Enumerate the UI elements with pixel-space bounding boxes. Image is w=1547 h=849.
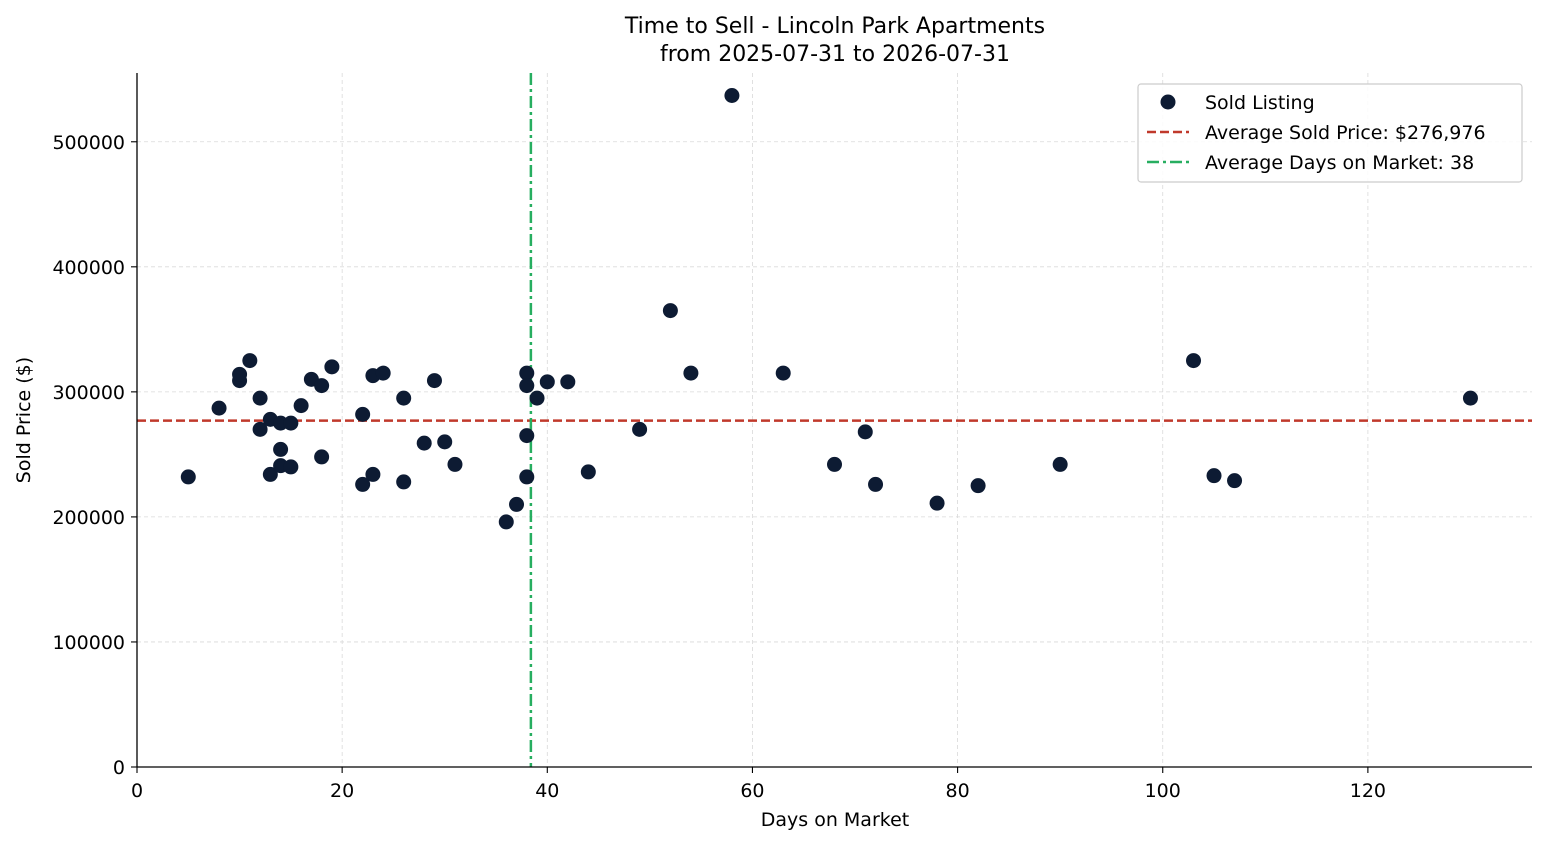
x-tick-label: 20 bbox=[330, 780, 354, 802]
data-point bbox=[1052, 456, 1068, 472]
data-point bbox=[519, 378, 535, 394]
data-points bbox=[180, 88, 1478, 530]
legend-frame bbox=[1137, 83, 1523, 183]
data-point bbox=[827, 456, 842, 472]
data-point bbox=[314, 378, 330, 394]
chart-subtitle: from 2025-07-31 to 2026-07-31 bbox=[660, 42, 1010, 67]
y-axis-label: Sold Price ($) bbox=[13, 357, 35, 483]
data-point bbox=[273, 415, 289, 431]
data-point bbox=[324, 359, 340, 375]
data-point bbox=[580, 464, 596, 480]
legend-label-average-days: Average Days on Market: 38 bbox=[1205, 152, 1474, 174]
x-tick-label: 80 bbox=[945, 780, 969, 802]
y-tick-label: 500000 bbox=[52, 132, 125, 154]
x-tick-label: 40 bbox=[535, 780, 559, 802]
chart-title: Time to Sell - Lincoln Park Apartments bbox=[624, 14, 1045, 39]
data-point bbox=[211, 400, 227, 416]
data-point bbox=[509, 496, 525, 512]
data-point bbox=[283, 415, 299, 431]
data-point bbox=[1462, 390, 1478, 406]
y-tick-label: 200000 bbox=[52, 507, 125, 529]
data-point bbox=[355, 476, 371, 492]
data-point bbox=[683, 365, 699, 381]
data-point bbox=[283, 459, 299, 475]
data-point bbox=[662, 303, 678, 319]
data-point bbox=[929, 495, 945, 511]
data-point bbox=[560, 374, 576, 390]
y-tick-label: 400000 bbox=[52, 257, 125, 279]
data-point bbox=[632, 421, 648, 437]
data-point bbox=[396, 390, 412, 406]
data-point bbox=[262, 466, 278, 482]
data-point bbox=[396, 474, 412, 490]
data-point bbox=[232, 366, 248, 382]
axes bbox=[131, 73, 1532, 773]
legend-marker-sold-listing bbox=[1160, 94, 1176, 110]
data-point bbox=[180, 469, 196, 485]
data-point bbox=[252, 421, 268, 437]
x-tick-label: 120 bbox=[1350, 780, 1386, 802]
data-point bbox=[355, 406, 371, 422]
data-point bbox=[293, 398, 309, 414]
data-point bbox=[519, 365, 535, 381]
data-point bbox=[242, 353, 258, 369]
data-point bbox=[498, 514, 514, 530]
y-tick-label: 100000 bbox=[52, 632, 125, 654]
x-axis-label: Days on Market bbox=[761, 809, 909, 831]
x-tick-label: 100 bbox=[1145, 780, 1181, 802]
data-point bbox=[447, 456, 463, 472]
data-point bbox=[1186, 353, 1202, 369]
data-point bbox=[519, 469, 535, 485]
data-point bbox=[426, 373, 442, 389]
data-point bbox=[375, 365, 391, 381]
y-tick-label: 0 bbox=[113, 757, 125, 779]
x-tick-label: 0 bbox=[131, 780, 143, 802]
data-point bbox=[273, 441, 289, 457]
data-point bbox=[1227, 473, 1243, 489]
reference-lines bbox=[137, 73, 1532, 767]
data-point bbox=[775, 365, 791, 381]
data-point bbox=[970, 478, 986, 494]
data-point bbox=[252, 390, 268, 406]
data-point bbox=[1206, 468, 1222, 484]
data-point bbox=[519, 428, 535, 444]
y-tick-label: 300000 bbox=[52, 382, 125, 404]
data-point bbox=[437, 434, 453, 450]
data-point bbox=[539, 374, 555, 390]
legend-label-sold-listing: Sold Listing bbox=[1205, 92, 1315, 114]
legend-label-average-price: Average Sold Price: $276,976 bbox=[1205, 122, 1486, 144]
x-tick-label: 60 bbox=[740, 780, 764, 802]
tick-labels: 0 20 40 60 80 100 120 0 100000 200000 300000 400000… bbox=[52, 132, 1386, 802]
data-point bbox=[724, 88, 740, 104]
data-point bbox=[868, 476, 884, 492]
legend: Sold Listing Average Sold Price: $276,97… bbox=[1137, 83, 1523, 183]
data-point bbox=[857, 424, 873, 440]
data-point bbox=[314, 449, 330, 465]
data-point bbox=[365, 466, 381, 482]
data-point bbox=[529, 390, 545, 406]
data-point bbox=[416, 435, 432, 451]
